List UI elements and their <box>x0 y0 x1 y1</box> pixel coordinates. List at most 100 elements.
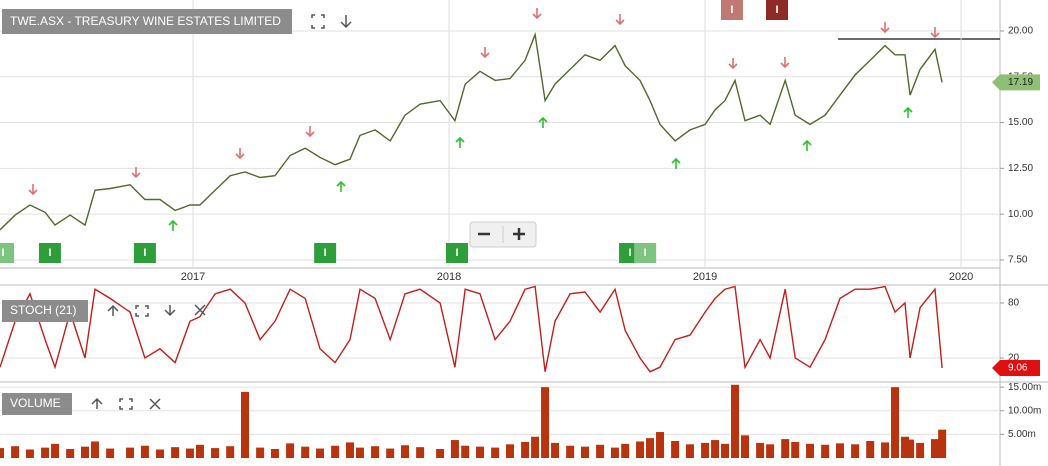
volume-bar <box>891 387 900 458</box>
stoch-title: STOCH (21) <box>10 303 76 317</box>
event-badge-label: I <box>730 4 733 16</box>
sell-arrow <box>930 27 940 39</box>
volume-bar <box>25 449 34 458</box>
volume-bar <box>866 440 875 458</box>
volume-bar <box>401 445 410 458</box>
volume-bar <box>211 448 220 458</box>
event-badge-label: I <box>143 247 146 259</box>
event-badge-label: I <box>629 247 632 259</box>
price-line <box>0 31 943 231</box>
event-badge <box>0 243 15 263</box>
volume-bar <box>241 391 250 458</box>
x-tick-label: 2017 <box>181 271 205 283</box>
volume-bar <box>721 443 730 458</box>
volume-bar <box>126 447 135 458</box>
sell-arrow <box>305 126 315 138</box>
volume-bar <box>226 446 235 458</box>
toolbar[interactable] <box>311 14 352 29</box>
sell-arrow <box>131 167 141 179</box>
sell-arrow <box>235 148 245 160</box>
volume-bar <box>901 436 910 458</box>
volume-bar <box>140 445 149 458</box>
event-badge <box>314 243 337 263</box>
volume-bar <box>930 439 939 458</box>
volume-bar <box>345 442 354 458</box>
volume-bar <box>171 447 180 458</box>
sell-arrow <box>728 58 738 70</box>
buy-arrow <box>903 106 913 118</box>
buy-arrow <box>802 139 812 151</box>
event-badge <box>133 243 156 263</box>
event-badge <box>38 243 61 263</box>
event-badge <box>445 243 468 263</box>
y-tick-label: 80 <box>1008 298 1020 309</box>
volume-bar <box>656 432 665 458</box>
event-badge <box>720 0 743 20</box>
volume-bar <box>80 446 89 458</box>
price-line <box>0 285 943 373</box>
volume-bar <box>551 442 560 458</box>
volume-bar <box>316 448 325 458</box>
volume-bar <box>436 449 445 458</box>
y-tick-label: 20 <box>1008 353 1020 364</box>
chart-title: TWE.ASX - TREASURY WINE ESTATES LIMITED <box>10 14 281 28</box>
y-tick-label: 5.00m <box>1008 429 1036 440</box>
volume-bar <box>580 446 589 458</box>
volume-bar <box>371 446 380 458</box>
volume-bar <box>916 442 925 458</box>
event-badge-label: I <box>48 247 51 259</box>
volume-bar <box>906 439 915 458</box>
volume-bar <box>195 444 204 458</box>
volume-bar <box>531 436 540 458</box>
volume-bar <box>51 443 60 458</box>
volume-title: VOLUME <box>10 396 61 410</box>
event-badge-label: I <box>324 247 327 259</box>
buy-arrow <box>336 180 346 192</box>
volume-bar <box>505 444 514 458</box>
volume-bar <box>286 443 295 458</box>
sell-arrow <box>480 47 490 59</box>
volume-bar <box>806 443 815 458</box>
volume-bar <box>671 440 680 458</box>
sell-arrow <box>532 8 542 20</box>
sell-arrow <box>780 57 790 69</box>
volume-bar <box>851 444 860 458</box>
volume-bar <box>66 449 75 458</box>
buy-arrow <box>168 219 178 231</box>
volume-bar <box>610 447 619 458</box>
volume-bar <box>106 448 115 458</box>
last-value-label: 9.06 <box>1008 363 1028 374</box>
last-value-label: 17.19 <box>1008 77 1033 88</box>
volume-bar <box>781 439 790 458</box>
y-tick-label: 12.50 <box>1008 163 1033 174</box>
down-icon[interactable] <box>340 15 352 29</box>
volume-bar <box>491 447 500 458</box>
volume-bar <box>596 444 605 458</box>
sell-arrow <box>880 22 890 34</box>
volume-bar <box>756 442 765 458</box>
volume-bar <box>476 446 485 458</box>
event-badge-label: I <box>455 247 458 259</box>
volume-bar <box>386 448 395 458</box>
volume-bar <box>938 429 947 458</box>
volume-bar <box>256 447 265 458</box>
volume-bar <box>621 443 630 458</box>
volume-bar <box>156 449 165 458</box>
volume-title-box <box>2 393 72 415</box>
event-badge <box>766 0 789 20</box>
buy-arrow <box>455 136 465 148</box>
y-tick-label: 15.00 <box>1008 117 1033 128</box>
y-tick-label: 10.00m <box>1008 405 1041 416</box>
y-tick-label: 20.00 <box>1008 26 1033 37</box>
volume-bar <box>11 446 20 458</box>
volume-bar <box>791 441 800 458</box>
volume-bar <box>636 441 645 458</box>
stoch-toolbar[interactable] <box>107 304 206 317</box>
buy-arrow <box>538 116 548 128</box>
volume-bar <box>521 441 530 458</box>
event-badge-label: I <box>2 247 5 259</box>
zoom-icons[interactable] <box>478 228 525 240</box>
volume-toolbar[interactable] <box>91 397 161 410</box>
expand-icon[interactable] <box>311 14 325 29</box>
